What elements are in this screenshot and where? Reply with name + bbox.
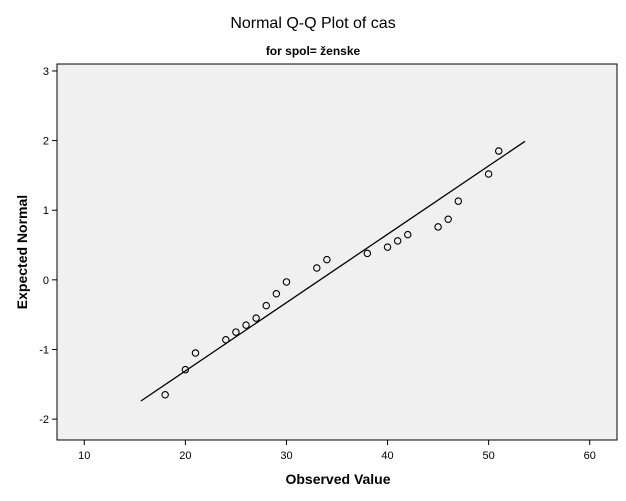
data-point (434, 223, 442, 231)
chart-subtitle: for spol= ženske (266, 44, 361, 58)
data-point (383, 243, 392, 251)
data-point (323, 255, 331, 264)
x-tick-label: 10 (78, 450, 90, 462)
data-point (252, 314, 260, 322)
y-tick-label: 3 (43, 66, 49, 78)
data-point (181, 365, 190, 374)
data-point (444, 215, 452, 224)
data-point (262, 301, 270, 310)
data-point (404, 230, 412, 239)
data-point (161, 390, 169, 399)
reference-line-group (140, 140, 526, 402)
plot-area (56, 63, 618, 441)
x-tick-label: 60 (584, 450, 596, 462)
data-point (454, 197, 463, 205)
x-tick-label: 20 (179, 450, 191, 462)
data-point (232, 328, 240, 336)
y-axis-label: Expected Normal (14, 195, 30, 309)
data-point (494, 147, 503, 155)
y-tick-label: 0 (43, 275, 49, 287)
data-point (272, 290, 281, 298)
x-tick-label: 50 (482, 450, 494, 462)
y-tick-label: -1 (39, 344, 49, 356)
y-tick-label: 2 (43, 136, 49, 148)
reference-line (140, 140, 526, 402)
data-point (282, 278, 291, 286)
data-point (313, 264, 321, 272)
data-point (484, 170, 493, 178)
data-point (363, 249, 372, 258)
axis-ticks: 10 20 30 40 50 60 -2 -1 0 1 2 3 (39, 66, 596, 462)
x-tick-label: 40 (381, 450, 393, 462)
chart-title: Normal Q-Q Plot of cas (230, 15, 395, 32)
x-tick-label: 30 (280, 450, 292, 462)
data-point (222, 335, 230, 344)
data-point (242, 321, 250, 329)
data-point (393, 237, 402, 245)
data-point (191, 349, 200, 357)
y-tick-label: -2 (39, 414, 49, 426)
x-axis-label: Observed Value (285, 471, 390, 487)
data-points (161, 147, 503, 399)
y-tick-label: 1 (43, 205, 49, 217)
